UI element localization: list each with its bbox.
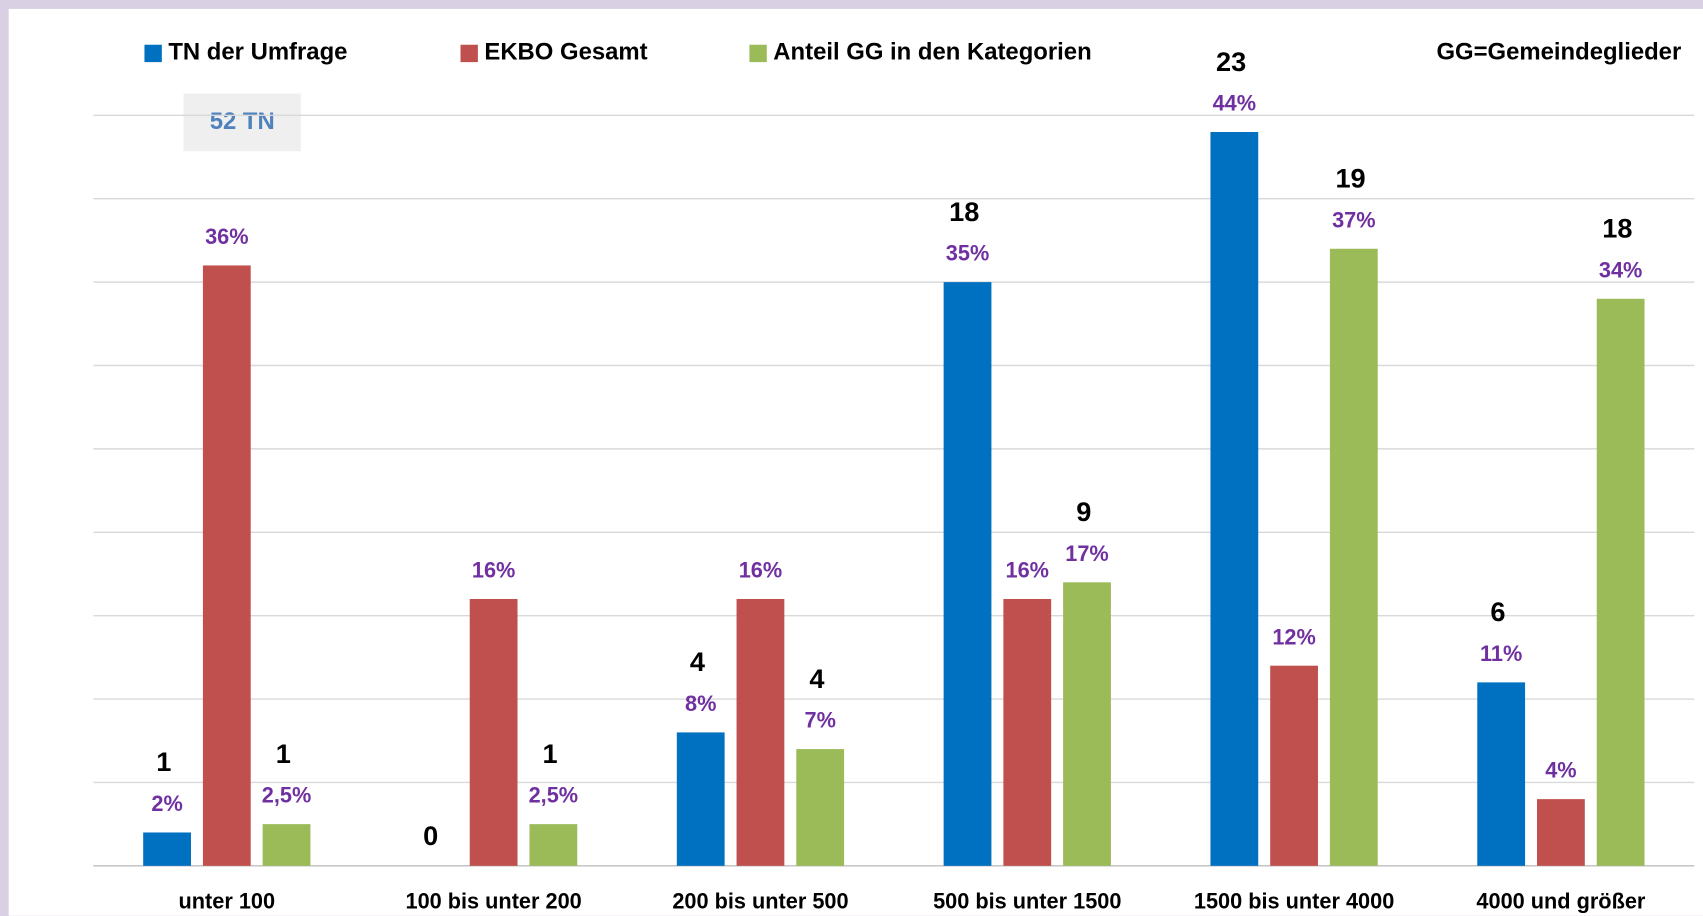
- data-label: 16%: [472, 558, 515, 583]
- count-label: 23: [1216, 46, 1246, 77]
- data-label: 2,5%: [262, 783, 312, 808]
- chart-background: [8, 8, 1703, 916]
- annotation: GG=Gemeindeglieder: [1436, 39, 1681, 66]
- data-label: 7%: [804, 708, 835, 733]
- legend-swatch: [144, 44, 162, 63]
- count-label: 0: [423, 820, 438, 851]
- data-label: 2%: [151, 791, 182, 816]
- count-label: 18: [949, 196, 979, 227]
- data-label: 8%: [685, 691, 716, 716]
- bar: [529, 824, 578, 866]
- annotation-box: [183, 93, 301, 152]
- count-label: 6: [1490, 596, 1505, 627]
- data-label: 36%: [205, 224, 248, 249]
- x-tick-label: 1500 bis unter 4000: [1194, 888, 1394, 913]
- count-label: 9: [1076, 496, 1091, 527]
- x-tick-label: 100 bis unter 200: [405, 888, 581, 913]
- x-tick-label: unter 100: [179, 888, 276, 913]
- bar: [736, 598, 785, 866]
- bar: [1063, 582, 1111, 866]
- count-label: 1: [156, 746, 171, 777]
- data-label: 2,5%: [529, 783, 579, 808]
- legend-label: Anteil GG in den Kategorien: [773, 39, 1091, 66]
- bar: [943, 282, 992, 866]
- bar: [202, 265, 251, 866]
- data-label: 11%: [1480, 641, 1522, 666]
- annotation: 52 TN: [210, 108, 275, 135]
- bar: [262, 824, 311, 866]
- data-label: 16%: [739, 558, 782, 583]
- legend-swatch: [460, 44, 478, 63]
- x-tick-label: 4000 und größer: [1476, 888, 1646, 913]
- bar: [1329, 248, 1378, 866]
- legend-label: EKBO Gesamt: [484, 39, 647, 66]
- count-label: 1: [543, 738, 558, 769]
- bar: [469, 598, 518, 866]
- bar: [143, 832, 191, 866]
- count-label: 18: [1602, 213, 1632, 244]
- bar: [1003, 598, 1052, 866]
- bar: [1210, 132, 1259, 866]
- data-label: 16%: [1006, 558, 1049, 583]
- data-label: 12%: [1272, 624, 1315, 649]
- bar: [1537, 799, 1585, 866]
- count-label: 4: [809, 663, 824, 694]
- bar: [1596, 298, 1645, 866]
- legend-swatch: [749, 44, 767, 63]
- data-label: 37%: [1332, 207, 1375, 232]
- count-label: 1: [276, 738, 291, 769]
- legend-label: TN der Umfrage: [168, 39, 347, 66]
- bar: [1270, 665, 1318, 866]
- data-label: 17%: [1065, 541, 1108, 566]
- data-label: 34%: [1599, 257, 1642, 282]
- bar: [796, 749, 845, 866]
- x-tick-label: 500 bis unter 1500: [933, 888, 1121, 913]
- count-label: 4: [690, 646, 705, 677]
- x-tick-label: 200 bis unter 500: [672, 888, 848, 913]
- data-label: 35%: [946, 241, 989, 266]
- bar: [1477, 682, 1526, 866]
- bar: [676, 732, 725, 866]
- data-label: 44%: [1213, 91, 1256, 116]
- count-label: 19: [1335, 163, 1365, 194]
- data-label: 4%: [1545, 758, 1576, 783]
